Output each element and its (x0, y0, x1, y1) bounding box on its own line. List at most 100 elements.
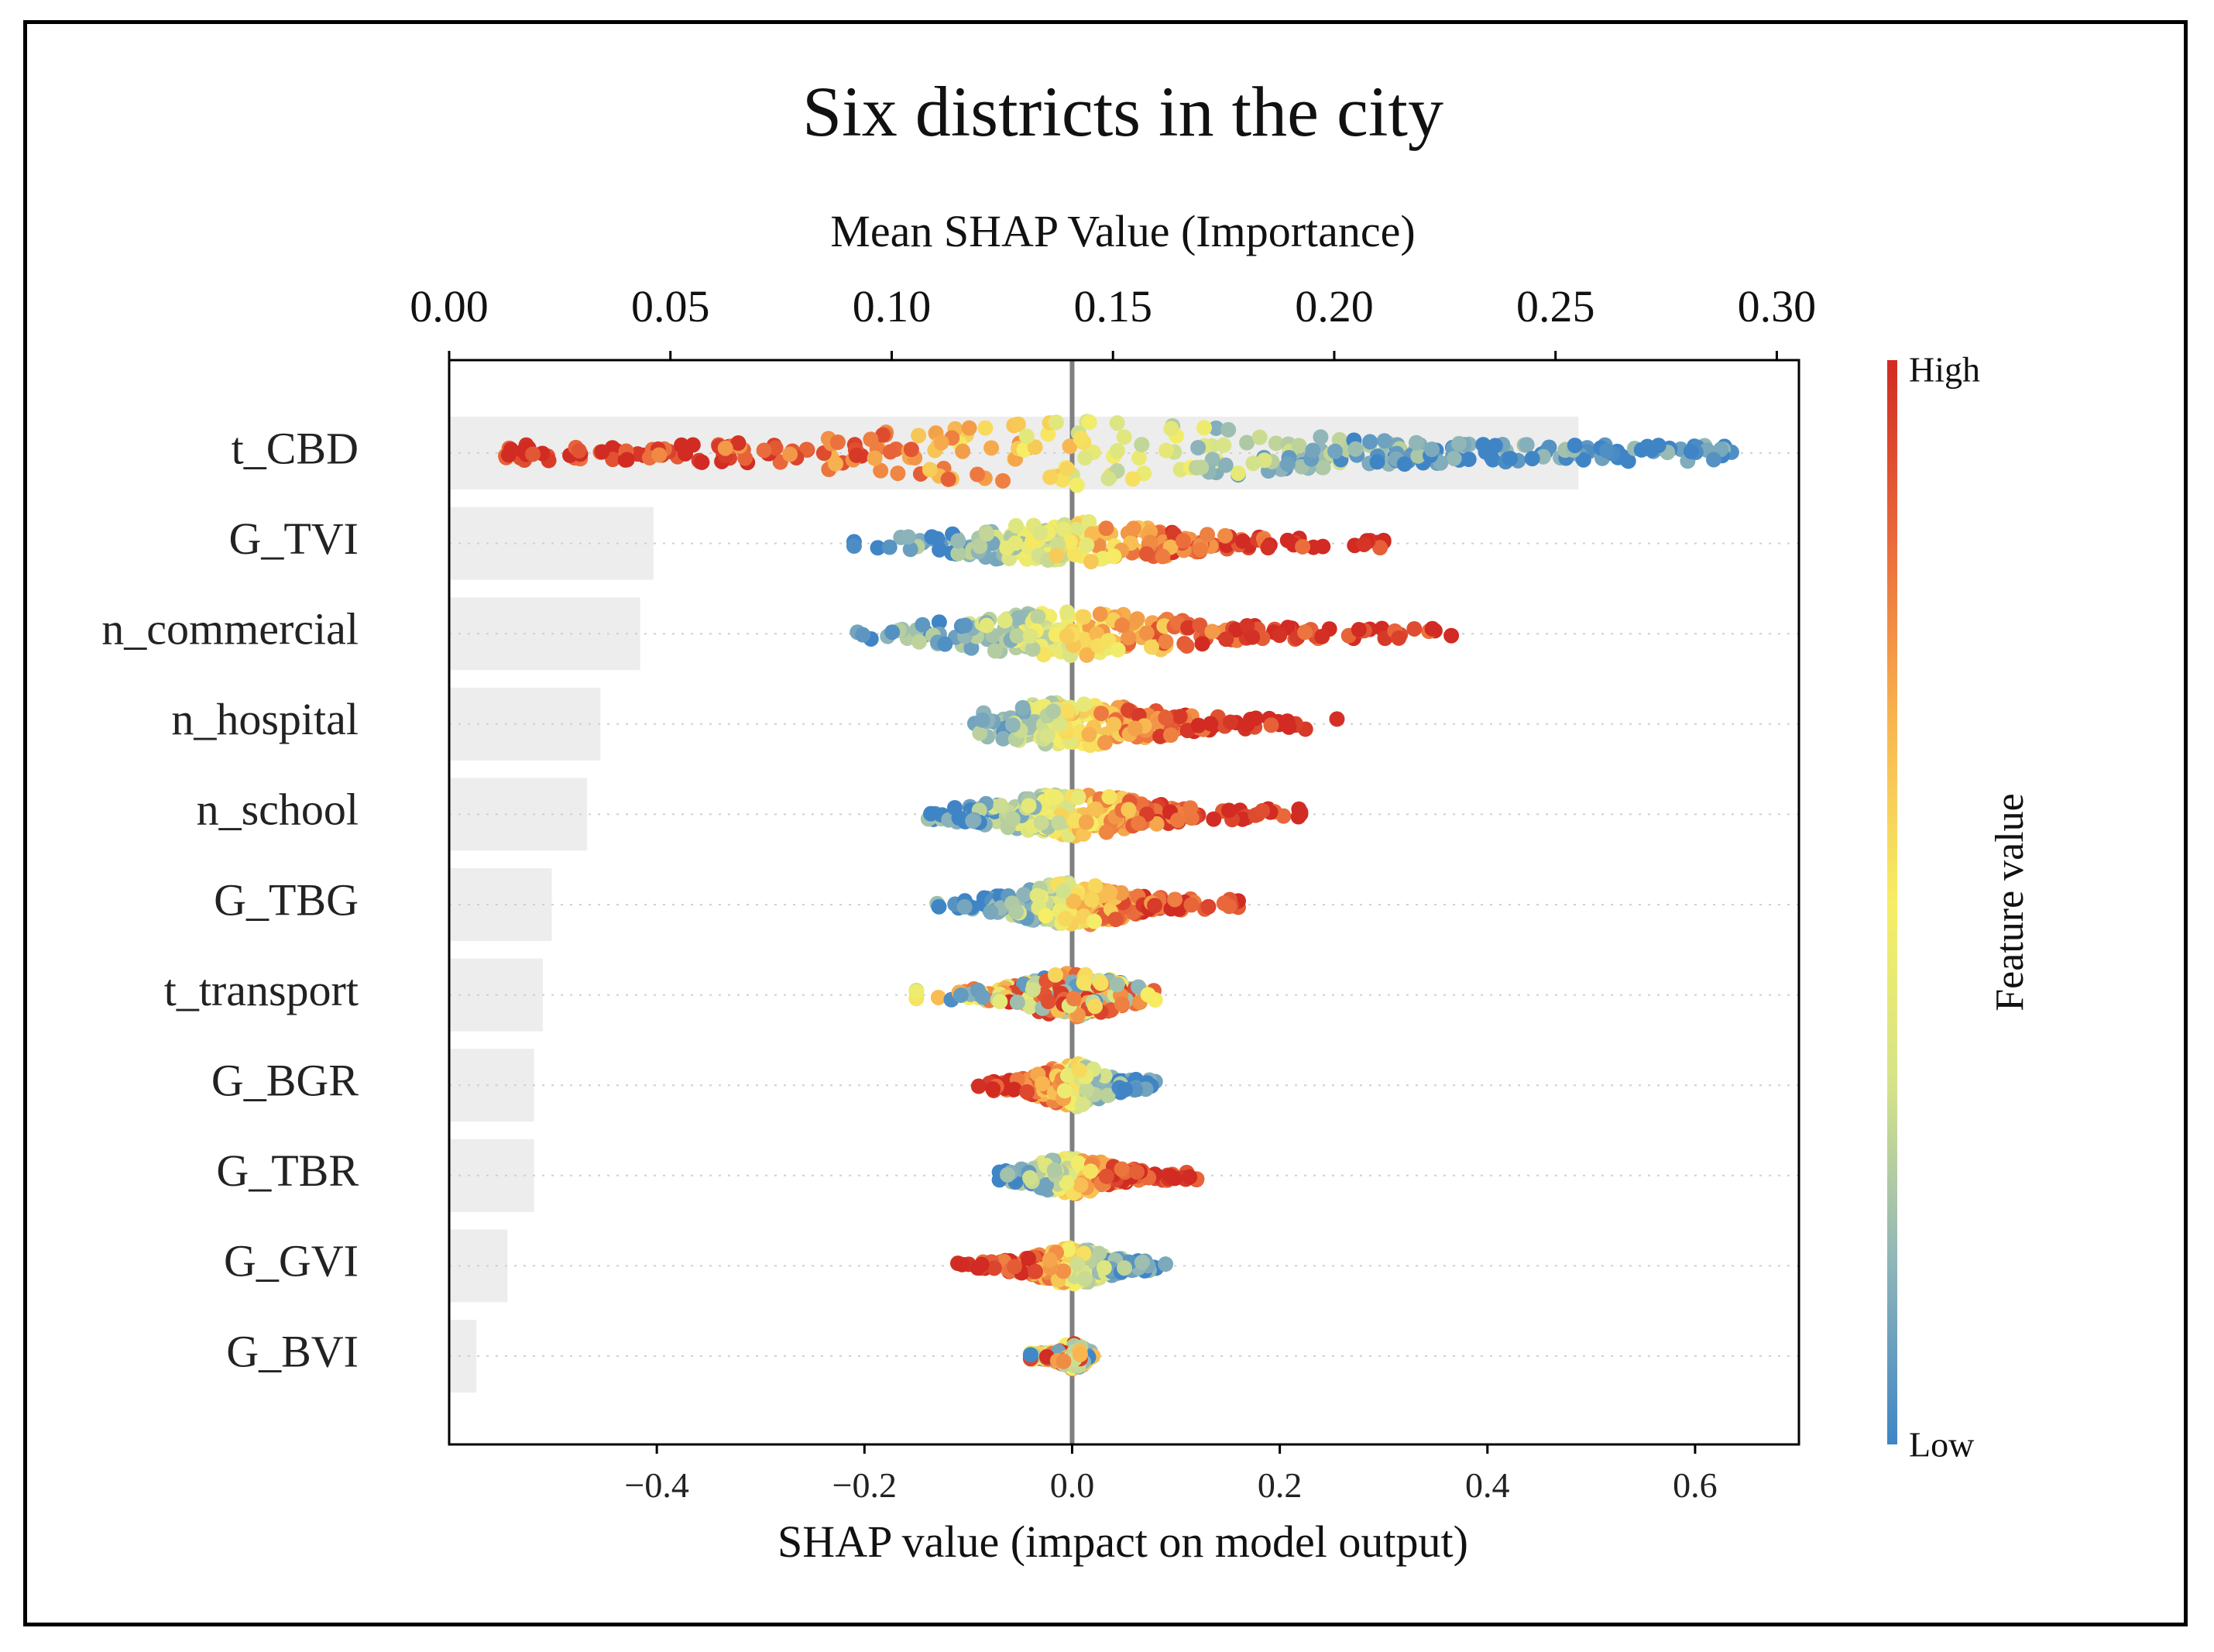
shap-dot (953, 987, 969, 1003)
shap-dot (1004, 717, 1021, 733)
shap-dot (1089, 626, 1105, 642)
shap-dot (1039, 728, 1056, 744)
shap-dot (1121, 802, 1137, 818)
shap-dot (1650, 438, 1667, 454)
shap-dot (1083, 1163, 1099, 1180)
shap-dot (1158, 1256, 1174, 1272)
shap-dot (957, 617, 973, 634)
shap-dot (1076, 609, 1092, 625)
shap-dot (1066, 547, 1083, 563)
shap-dot (863, 431, 879, 448)
shap-dot (999, 540, 1015, 556)
shap-dot (1305, 442, 1321, 459)
row-gridlines (449, 452, 1799, 1357)
shap-dot (950, 533, 966, 549)
shap-dot (1127, 720, 1143, 737)
shap-dot (923, 805, 939, 822)
shap-dot (972, 538, 988, 555)
shap-dot (756, 442, 772, 459)
shap-dot (963, 640, 980, 656)
shap-dot (1148, 816, 1165, 832)
shap-dot (1081, 726, 1097, 743)
shap-dot (985, 1081, 1001, 1097)
shap-dot (1021, 798, 1037, 814)
importance-bar (450, 868, 552, 941)
shap-dot (1008, 517, 1025, 534)
shap-dot (1129, 611, 1145, 627)
shap-dot (1071, 1063, 1087, 1079)
shap-dot (979, 617, 995, 634)
shap-dot (1083, 554, 1099, 570)
shap-dot (829, 434, 846, 450)
shap-dot (1087, 801, 1104, 817)
shap-dot (1217, 527, 1234, 544)
shap-dot (1014, 699, 1031, 716)
bottom-tick-label: 0.0 (1050, 1465, 1095, 1505)
top-axis-title: Mean SHAP Value (Importance) (830, 206, 1415, 256)
shap-dot (694, 454, 710, 470)
shap-dot (1060, 1242, 1076, 1258)
shap-dot (1059, 628, 1075, 644)
shap-dot (1107, 912, 1124, 928)
shap-dot (1208, 420, 1224, 436)
shap-dot (1220, 802, 1237, 819)
shap-dot (1255, 802, 1271, 819)
shap-dot (1194, 636, 1210, 652)
shap-dot (1106, 548, 1122, 565)
shap-dot (903, 441, 919, 458)
shap-dot (1098, 520, 1114, 537)
shap-dot (1446, 450, 1462, 466)
shap-dot (1066, 991, 1082, 1007)
shap-dot (651, 447, 668, 463)
shap-dot (1059, 1067, 1076, 1084)
shap-dot (1070, 789, 1086, 805)
shap-dot (848, 447, 864, 463)
shap-dot (1369, 454, 1385, 470)
shap-dot (1078, 814, 1094, 830)
shap-dot (1239, 716, 1255, 733)
bottom-tick-label: 0.6 (1673, 1465, 1718, 1505)
shap-dot (1109, 977, 1125, 993)
shap-dot (1097, 734, 1113, 750)
shap-dot (737, 450, 753, 466)
colorbar-high-label: High (1909, 350, 1980, 390)
shap-dot (1100, 1087, 1116, 1104)
shap-dot (1056, 1353, 1072, 1369)
feature-label: n_hospital (171, 694, 359, 744)
feature-label: G_TBR (216, 1145, 359, 1196)
shap-dot (1029, 888, 1045, 904)
shap-dot (1009, 994, 1025, 1011)
shap-dot (619, 452, 635, 468)
shap-dot (1052, 716, 1068, 732)
colorbar-title: Feature value (1988, 793, 2032, 1011)
shap-dot (1347, 441, 1364, 457)
shap-dot (1059, 461, 1076, 477)
shap-dot (1200, 527, 1216, 543)
shap-dot (1087, 998, 1103, 1015)
colorbar-low-label: Low (1909, 1425, 1975, 1465)
importance-bar (450, 1139, 534, 1212)
shap-dot (1018, 428, 1035, 445)
shap-dot (1102, 884, 1118, 901)
shap-dot (931, 898, 947, 915)
bottom-tick-label: −0.4 (624, 1465, 688, 1505)
shap-dots (497, 414, 1739, 1377)
shap-dot (1183, 800, 1199, 816)
shap-dot (890, 465, 906, 482)
feature-label: G_GVI (224, 1236, 359, 1286)
shap-dot (1004, 811, 1021, 827)
shap-dot (1125, 520, 1141, 537)
shap-dot (1131, 815, 1147, 831)
shap-dot (1230, 465, 1246, 482)
shap-dot (1117, 1081, 1134, 1097)
shap-dot (1200, 898, 1217, 915)
shap-dot (1147, 992, 1163, 1008)
shap-dot (1093, 706, 1110, 722)
shap-dot (1032, 525, 1049, 541)
shap-dot (974, 712, 990, 728)
shap-dot (922, 462, 938, 478)
shap-dot (1100, 633, 1117, 649)
shap-dot (940, 471, 956, 487)
shap-dot (1022, 1169, 1038, 1186)
shap-dot (1081, 513, 1097, 530)
